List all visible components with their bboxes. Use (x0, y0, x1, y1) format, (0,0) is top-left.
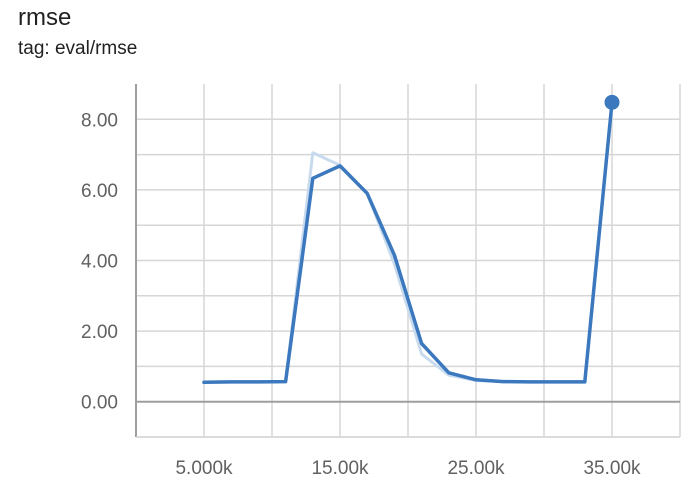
tick-labels: 0.00 2.00 4.00 6.00 8.00 5.000k 15.00k 25.00k 35… (81, 110, 641, 479)
x-tick-label: 25.00k (447, 458, 505, 479)
axes (135, 84, 680, 438)
x-tick-label: 5.000k (175, 458, 233, 479)
chart-tag: tag: eval/rmse (18, 38, 138, 59)
y-tick-label: 8.00 (81, 110, 118, 131)
last-point-marker (604, 94, 620, 110)
y-tick-label: 2.00 (81, 322, 118, 343)
y-tick-label: 6.00 (81, 181, 118, 202)
grid-lines (136, 84, 681, 438)
smoothed-series-line (202, 100, 614, 385)
x-tick-label: 35.00k (583, 458, 641, 479)
series-lines (202, 94, 620, 385)
chart-title: rmse (18, 4, 72, 31)
y-tick-label: 0.00 (81, 393, 118, 414)
x-tick-label: 15.00k (311, 458, 369, 479)
y-tick-label: 4.00 (81, 252, 118, 273)
